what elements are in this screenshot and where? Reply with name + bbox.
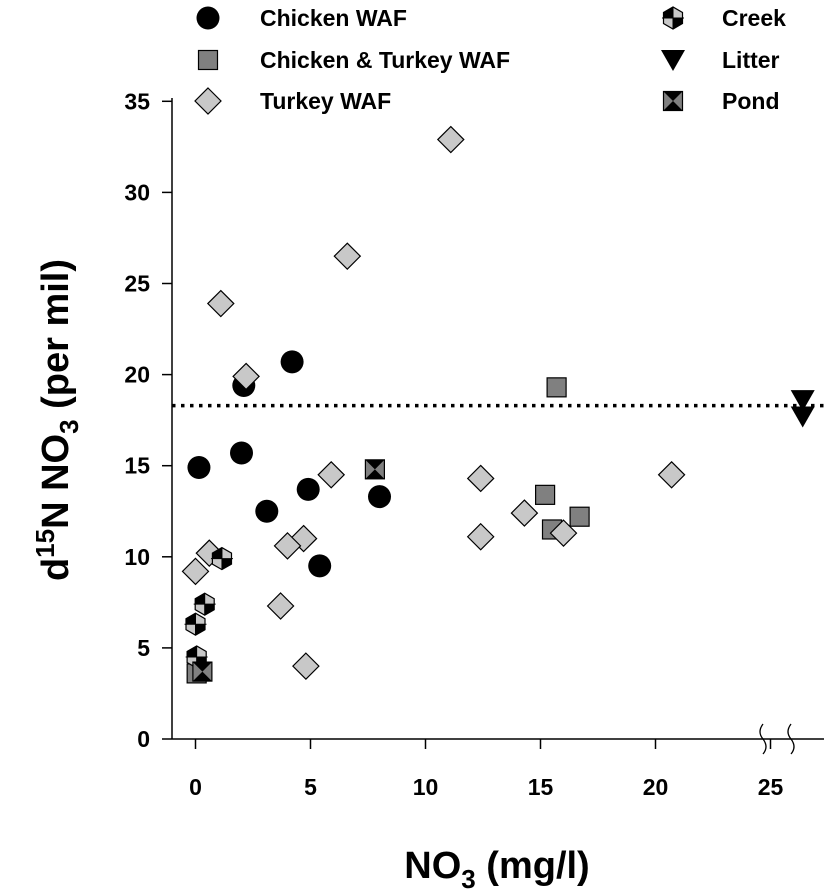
data-point xyxy=(255,499,279,523)
legend-label: Chicken WAF xyxy=(260,5,407,31)
data-point xyxy=(187,456,211,480)
y-tick-label: 5 xyxy=(137,635,150,661)
legend-label: Creek xyxy=(722,5,786,31)
data-point xyxy=(333,242,362,271)
axes xyxy=(171,98,824,755)
y-tick-label: 30 xyxy=(124,179,150,205)
x-tick-label: 25 xyxy=(758,774,784,800)
data-point xyxy=(273,532,302,560)
x-axis-break-mark xyxy=(787,723,795,755)
data-point xyxy=(184,612,207,636)
data-point xyxy=(292,652,320,680)
data-point xyxy=(210,546,233,571)
data-point xyxy=(510,499,539,527)
x-axis-break-mark xyxy=(759,723,767,755)
x-tick-label: 15 xyxy=(528,774,554,800)
x-axis-title: NO3 (mg/l) xyxy=(404,845,589,894)
legend: Chicken WAF Chicken & Turkey WAF Turkey WA… xyxy=(194,5,786,115)
data-point xyxy=(266,592,295,620)
data-point xyxy=(230,441,253,465)
data-point xyxy=(436,125,465,154)
x-ticks: 0 5 10 15 20 25 xyxy=(189,739,783,800)
legend-marker xyxy=(662,6,684,30)
data-point xyxy=(193,592,216,616)
data-point xyxy=(466,522,495,551)
legend-marker xyxy=(196,6,220,30)
legend-marker xyxy=(194,87,222,115)
legend-label: Turkey WAF xyxy=(260,88,391,114)
y-tick-label: 20 xyxy=(124,362,150,388)
y-tick-label: 35 xyxy=(124,88,150,114)
y-tick-label: 15 xyxy=(124,453,150,479)
legend-label: Chicken & Turkey WAF xyxy=(260,47,510,73)
legend-marker xyxy=(661,50,685,71)
x-tick-label: 5 xyxy=(304,774,317,800)
data-point xyxy=(549,519,578,547)
data-point xyxy=(317,460,346,489)
data-point xyxy=(790,390,815,412)
data-point xyxy=(534,484,556,505)
legend-marker xyxy=(662,90,684,112)
y-axis-title: d15N NO3 (per mil) xyxy=(30,259,84,581)
x-tick-label: 20 xyxy=(643,774,669,800)
x-tick-label: 10 xyxy=(413,774,439,800)
legend-item: Litter xyxy=(661,47,780,73)
legend-item: Pond xyxy=(662,88,780,114)
data-point xyxy=(364,459,385,480)
y-tick-label: 25 xyxy=(124,271,150,297)
data-points xyxy=(181,125,815,684)
data-point xyxy=(296,477,320,501)
data-point xyxy=(790,406,815,428)
data-point xyxy=(569,506,590,527)
data-point xyxy=(546,377,567,398)
data-point xyxy=(232,362,260,391)
data-point xyxy=(192,661,213,682)
y-tick-label: 10 xyxy=(124,544,150,570)
y-tick-label: 0 xyxy=(137,726,150,752)
data-point xyxy=(466,464,495,493)
y-ticks: 0 5 10 15 20 25 30 35 xyxy=(124,88,172,752)
legend-label: Litter xyxy=(722,47,780,73)
legend-item: Turkey WAF xyxy=(194,87,391,115)
x-tick-label: 0 xyxy=(189,774,202,800)
legend-item: Chicken WAF xyxy=(196,5,407,31)
legend-item: Chicken & Turkey WAF xyxy=(197,47,510,73)
data-point xyxy=(308,554,332,578)
data-point xyxy=(280,350,304,374)
legend-label: Pond xyxy=(722,88,780,114)
data-point xyxy=(181,557,210,586)
legend-item: Creek xyxy=(662,5,786,31)
data-point xyxy=(657,460,686,489)
data-point xyxy=(368,485,391,509)
legend-marker xyxy=(197,49,219,71)
data-point xyxy=(206,289,235,318)
